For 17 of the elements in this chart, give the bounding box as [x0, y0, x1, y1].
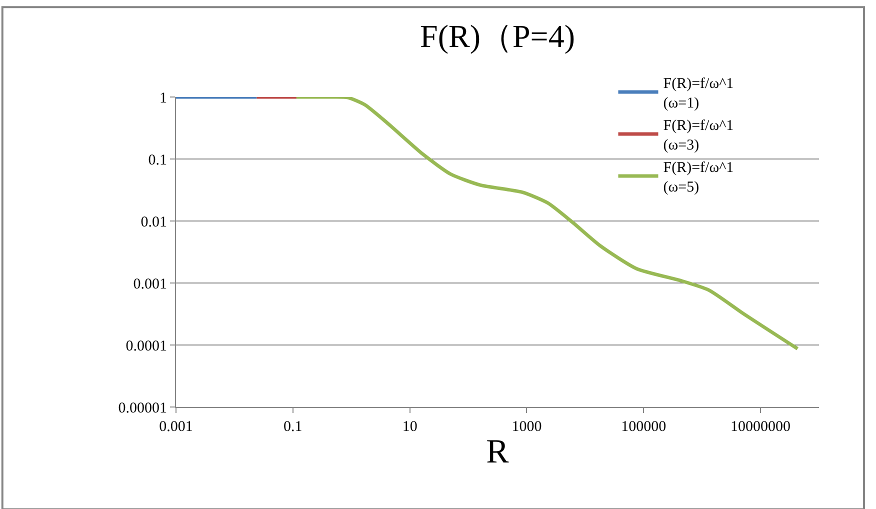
x-tick-label: 10	[402, 419, 418, 435]
y-tick-label: 0.00001	[118, 400, 167, 416]
x-tick-label: 0.001	[159, 419, 193, 435]
x-axis-title: R	[486, 433, 510, 470]
x-tick-label: 1000	[512, 419, 542, 435]
y-tick-label: 1	[160, 90, 167, 106]
x-tick-label: 10000000	[730, 419, 791, 435]
chart-title: F(R)（P=4)	[420, 18, 575, 54]
legend-label: F(R)=f/ω^1 (ω=5)	[663, 160, 734, 196]
x-tick-label: 0.1	[284, 419, 302, 435]
y-tick-label: 0.1	[148, 152, 167, 168]
y-tick-label: 0.001	[133, 276, 167, 292]
y-tick-label: 0.01	[140, 214, 167, 230]
x-tick-label: 100000	[621, 419, 666, 435]
y-tick-label: 0.0001	[126, 338, 167, 354]
legend-label: F(R)=f/ω^1 (ω=1)	[663, 76, 734, 112]
legend-label: F(R)=f/ω^1 (ω=3)	[663, 118, 734, 154]
